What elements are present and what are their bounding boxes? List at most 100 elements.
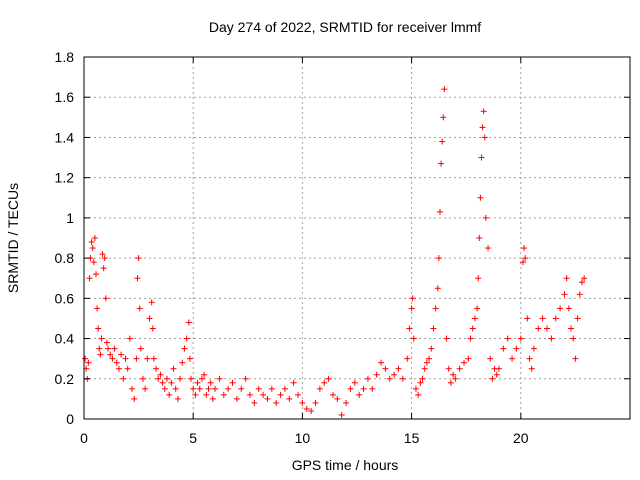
data-point (438, 160, 445, 167)
plot-frame (83, 56, 631, 420)
data-point (544, 325, 551, 332)
data-point (85, 359, 92, 366)
data-point (102, 295, 109, 302)
data-point (185, 319, 192, 326)
data-point (126, 335, 133, 342)
data-point (475, 275, 482, 282)
data-point (129, 385, 136, 392)
data-point (109, 355, 116, 362)
data-point (524, 315, 531, 322)
data-point (552, 315, 559, 322)
data-point (111, 345, 118, 352)
data-point (378, 359, 385, 366)
y-tick-label: 0 (66, 411, 74, 427)
data-point (90, 259, 97, 266)
data-point (134, 275, 141, 282)
data-points-layer (82, 86, 588, 418)
x-tick-label: 10 (295, 430, 311, 446)
data-point (88, 239, 95, 246)
data-point (238, 385, 245, 392)
data-point (417, 379, 424, 386)
data-point (172, 385, 179, 392)
data-point (124, 365, 131, 372)
data-point (477, 194, 484, 201)
data-point (391, 371, 398, 378)
data-point (161, 385, 168, 392)
data-point (461, 359, 468, 366)
data-point (522, 255, 529, 262)
data-point (246, 391, 253, 398)
data-point (183, 335, 190, 342)
data-point (450, 371, 457, 378)
data-point (131, 395, 138, 402)
data-point (137, 345, 144, 352)
data-point (181, 345, 188, 352)
data-point (135, 255, 142, 262)
y-tick-label: 1 (66, 210, 74, 226)
data-point (574, 315, 581, 322)
data-point (295, 391, 302, 398)
data-point (434, 285, 441, 292)
data-point (86, 275, 93, 282)
data-point (469, 325, 476, 332)
data-point (194, 379, 201, 386)
data-point (290, 379, 297, 386)
data-point (163, 375, 170, 382)
data-point (478, 154, 485, 161)
data-point (188, 375, 195, 382)
data-point (155, 375, 162, 382)
data-point (98, 335, 105, 342)
data-point (255, 385, 262, 392)
data-point (179, 359, 186, 366)
y-tick-label: 1.6 (55, 89, 75, 105)
data-point (500, 345, 507, 352)
data-point (493, 371, 500, 378)
data-point (148, 299, 155, 306)
data-point (386, 375, 393, 382)
data-point (260, 391, 267, 398)
data-point (382, 365, 389, 372)
data-point (570, 335, 577, 342)
data-point (479, 124, 486, 131)
data-point (563, 275, 570, 282)
data-point (410, 335, 417, 342)
data-point (146, 315, 153, 322)
data-point (480, 108, 487, 115)
x-tick-label: 5 (189, 430, 197, 446)
data-point (277, 391, 284, 398)
data-point (103, 339, 110, 346)
data-point (447, 379, 454, 386)
data-point (526, 355, 533, 362)
data-point (220, 391, 227, 398)
data-point (395, 365, 402, 372)
data-point (136, 305, 143, 312)
data-point (445, 365, 452, 372)
data-point (565, 305, 572, 312)
data-point (113, 359, 120, 366)
data-point (329, 391, 336, 398)
data-point (168, 379, 175, 386)
x-tick-label: 15 (404, 430, 420, 446)
data-point (517, 335, 524, 342)
data-point (568, 325, 575, 332)
data-point (177, 375, 184, 382)
data-point (115, 365, 122, 372)
data-point (196, 385, 203, 392)
data-point (485, 245, 492, 252)
data-point (120, 375, 127, 382)
data-point (203, 391, 210, 398)
data-point (482, 214, 489, 221)
data-point (548, 335, 555, 342)
data-point (82, 355, 89, 362)
data-point (299, 399, 306, 406)
data-point (190, 385, 197, 392)
y-tick-label: 0.6 (55, 290, 75, 306)
data-point (404, 355, 411, 362)
ticks-layer: 0 0.2 0.4 0.6 0.8 1 1.2 1.4 1.6 1.8 0 5 10 15 20 (55, 49, 630, 446)
data-point (166, 391, 173, 398)
data-point (528, 365, 535, 372)
data-point (207, 379, 214, 386)
data-point (351, 379, 358, 386)
